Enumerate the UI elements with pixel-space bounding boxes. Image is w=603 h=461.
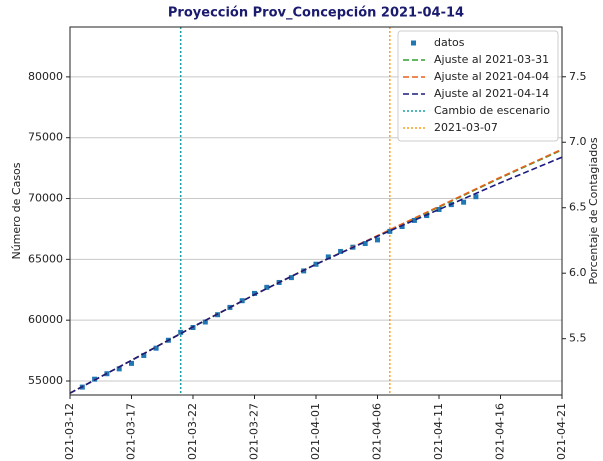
x-tick-label: 2021-03-12 [63, 403, 76, 461]
y2-tick-label: 7.0 [569, 135, 587, 148]
legend-label: Cambio de escenario [434, 104, 550, 117]
x-tick-label: 2021-03-17 [125, 403, 138, 461]
data-point [399, 224, 405, 230]
data-point [436, 206, 442, 212]
data-point [252, 290, 257, 296]
x-tick-label: 2021-04-06 [371, 403, 384, 461]
legend-box [397, 30, 559, 142]
data-point [153, 345, 159, 351]
x-tick-label: 2021-03-27 [248, 403, 261, 461]
data-point [338, 248, 344, 254]
y-tick-label: 80000 [28, 70, 63, 83]
y-tick-label: 70000 [28, 192, 63, 205]
data-point [288, 275, 294, 281]
x-tick-label: 2021-04-01 [309, 403, 322, 461]
x-tick-label: 2021-04-21 [555, 403, 568, 461]
data-point [387, 228, 393, 234]
y-tick-label: 60000 [28, 313, 63, 326]
legend-marker [411, 40, 416, 46]
data-point [461, 199, 467, 205]
y-axis-label: Número de Casos [10, 162, 23, 259]
x-tick-label: 2021-04-11 [432, 403, 445, 461]
legend-label: Ajuste al 2021-03-31 [434, 53, 549, 66]
y-tick-label: 65000 [28, 252, 63, 265]
chart-title: Proyección Prov_Concepción 2021-04-14 [168, 6, 464, 21]
fit-line [69, 156, 563, 394]
y-tick-label: 75000 [28, 131, 63, 144]
y2-tick-label: 6.0 [569, 266, 587, 279]
y2-tick-label: 5.5 [569, 332, 587, 345]
data-point [325, 254, 331, 260]
data-point [362, 241, 368, 247]
data-point [141, 352, 147, 358]
y2-tick-label: 7.5 [569, 70, 587, 83]
data-point [473, 194, 479, 200]
data-point [116, 366, 122, 372]
legend-label: Ajuste al 2021-04-04 [434, 70, 549, 83]
data-point [264, 284, 270, 290]
y-tick-label: 55000 [28, 374, 63, 387]
plot-frame [69, 26, 563, 396]
data-point [178, 329, 184, 335]
data-point [375, 237, 380, 243]
data-point [313, 261, 319, 267]
legend-label: Ajuste al 2021-04-14 [434, 87, 549, 100]
y2-axis-label: Porcentaje de Contagiados [587, 137, 600, 285]
data-point [129, 360, 134, 366]
data-point [239, 298, 245, 304]
legend-label: 2021-03-07 [434, 121, 498, 134]
x-tick-label: 2021-03-22 [186, 403, 199, 461]
x-tick-label: 2021-04-16 [494, 403, 507, 461]
data-point [202, 319, 208, 325]
legend-label: datos [434, 36, 465, 49]
y2-tick-label: 6.5 [569, 201, 587, 214]
data-point [411, 217, 417, 223]
